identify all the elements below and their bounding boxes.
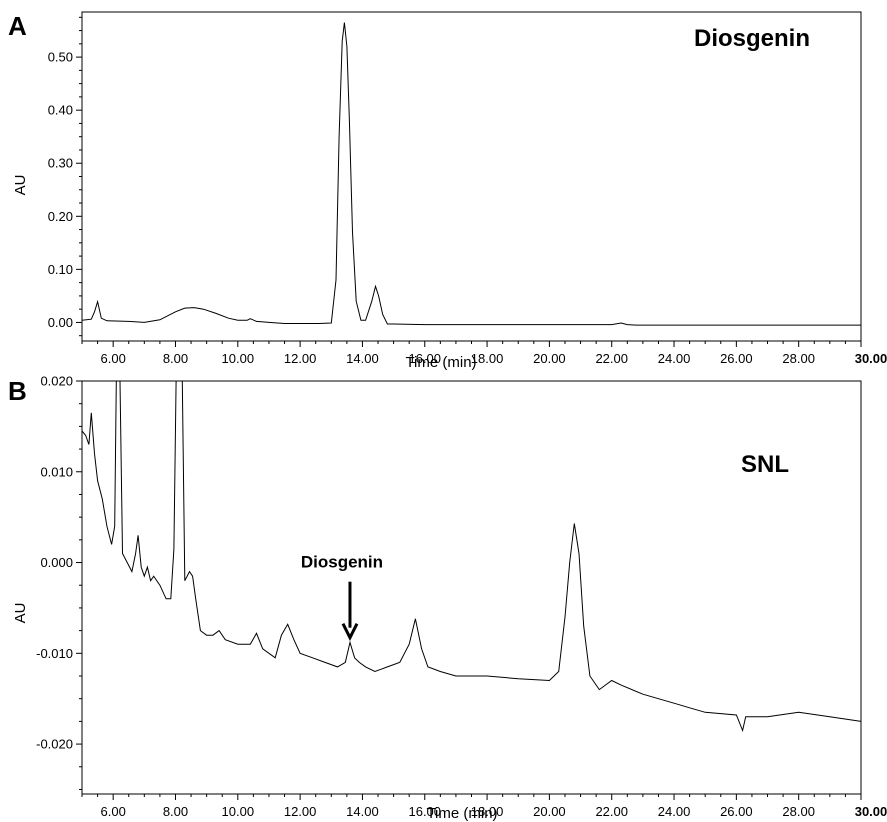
panel-a-y-tick-label: 0.10 bbox=[48, 262, 73, 277]
panel-b: SNL Time (min) AU 6.00 8.00 10.00 12.00 14.0… bbox=[12, 374, 887, 822]
panel-b-x-tick-label: 28.00 bbox=[782, 804, 815, 819]
panel-b-x-tick-label: 20.00 bbox=[533, 804, 566, 819]
panel-b-letter: B bbox=[8, 376, 27, 406]
panel-a-letter: A bbox=[8, 11, 27, 41]
panel-a-series-line bbox=[81, 22, 861, 326]
panel-b-plot-area bbox=[81, 380, 862, 795]
panel-a-x-tick-label: 16.00 bbox=[408, 351, 441, 366]
panel-a-ylabel: AU bbox=[12, 175, 29, 196]
panel-b-x-tick-label: 24.00 bbox=[658, 804, 691, 819]
panel-b-x-tick-label: 12.00 bbox=[284, 804, 317, 819]
panel-a-x-tick-label: 20.00 bbox=[533, 351, 566, 366]
panel-a-x-tick-label: 22.00 bbox=[595, 351, 628, 366]
panel-b-x-tick-label: 18.00 bbox=[471, 804, 504, 819]
panel-a: Diosgenin Time (min) AU 6.00 8.00 10.00 12.… bbox=[12, 11, 887, 371]
panel-a-y-ticks: 0.00 0.10 0.20 0.30 0.40 0.50 bbox=[48, 16, 82, 337]
panel-b-series-line bbox=[81, 380, 862, 733]
panel-a-x-tick-label: 10.00 bbox=[222, 351, 255, 366]
panel-b-x-ticks: 6.00 8.00 10.00 12.00 14.00 16.00 18.00 20.00 22… bbox=[81, 794, 887, 819]
panel-a-y-tick-label: 0.50 bbox=[48, 50, 73, 65]
panel-a-xlabel: Time (min) bbox=[405, 354, 476, 371]
panel-a-x-ticks: 6.00 8.00 10.00 12.00 14.00 16.00 18.00 20.00 22… bbox=[81, 341, 887, 366]
panel-b-x-tick-label: 22.00 bbox=[595, 804, 628, 819]
panel-b-x-tick-label: 30.00 bbox=[855, 804, 887, 819]
panel-a-x-tick-label: 8.00 bbox=[163, 351, 188, 366]
panel-a-x-tick-label: 30.00 bbox=[855, 351, 887, 366]
panel-b-x-tick-label: 8.00 bbox=[163, 804, 188, 819]
panel-a-x-tick-label: 26.00 bbox=[720, 351, 753, 366]
panel-b-xlabel: Time (min) bbox=[426, 805, 497, 822]
panel-a-x-tick-label: 28.00 bbox=[782, 351, 815, 366]
panel-b-y-tick-label: -0.010 bbox=[36, 646, 73, 661]
panel-b-y-ticks: 0.020 0.010 0.000 -0.010 -0.020 bbox=[36, 374, 82, 790]
panel-a-plot-area bbox=[81, 11, 862, 342]
panel-a-x-tick-label: 12.00 bbox=[284, 351, 317, 366]
panel-a-y-tick-label: 0.30 bbox=[48, 156, 73, 171]
panel-b-x-tick-label: 6.00 bbox=[101, 804, 126, 819]
panel-b-x-tick-label: 16.00 bbox=[408, 804, 441, 819]
panel-b-arrow-head bbox=[341, 623, 359, 642]
panel-b-x-tick-label: 26.00 bbox=[720, 804, 753, 819]
panel-a-title: Diosgenin bbox=[694, 25, 810, 52]
panel-a-y-tick-label: 0.40 bbox=[48, 103, 73, 118]
panel-b-ylabel: AU bbox=[12, 603, 29, 624]
panel-b-title: SNL bbox=[741, 451, 789, 478]
panel-a-y-tick-label: 0.00 bbox=[48, 315, 73, 330]
panel-a-x-tick-label: 18.00 bbox=[471, 351, 504, 366]
panel-b-annotation-diosgenin: Diosgenin bbox=[301, 553, 383, 572]
panel-b-annotation-arrow bbox=[341, 581, 359, 642]
panel-b-x-tick-label: 14.00 bbox=[346, 804, 379, 819]
panel-b-y-tick-label: 0.010 bbox=[40, 464, 73, 479]
panel-a-x-tick-label: 6.00 bbox=[101, 351, 126, 366]
panel-b-y-tick-label: 0.020 bbox=[40, 374, 73, 389]
panel-a-y-tick-label: 0.20 bbox=[48, 209, 73, 224]
panel-b-x-tick-label: 10.00 bbox=[222, 804, 255, 819]
panel-a-x-tick-label: 24.00 bbox=[658, 351, 691, 366]
panel-b-y-tick-label: 0.000 bbox=[40, 555, 73, 570]
panel-b-y-tick-label: -0.020 bbox=[36, 737, 73, 752]
panel-a-x-tick-label: 14.00 bbox=[346, 351, 379, 366]
